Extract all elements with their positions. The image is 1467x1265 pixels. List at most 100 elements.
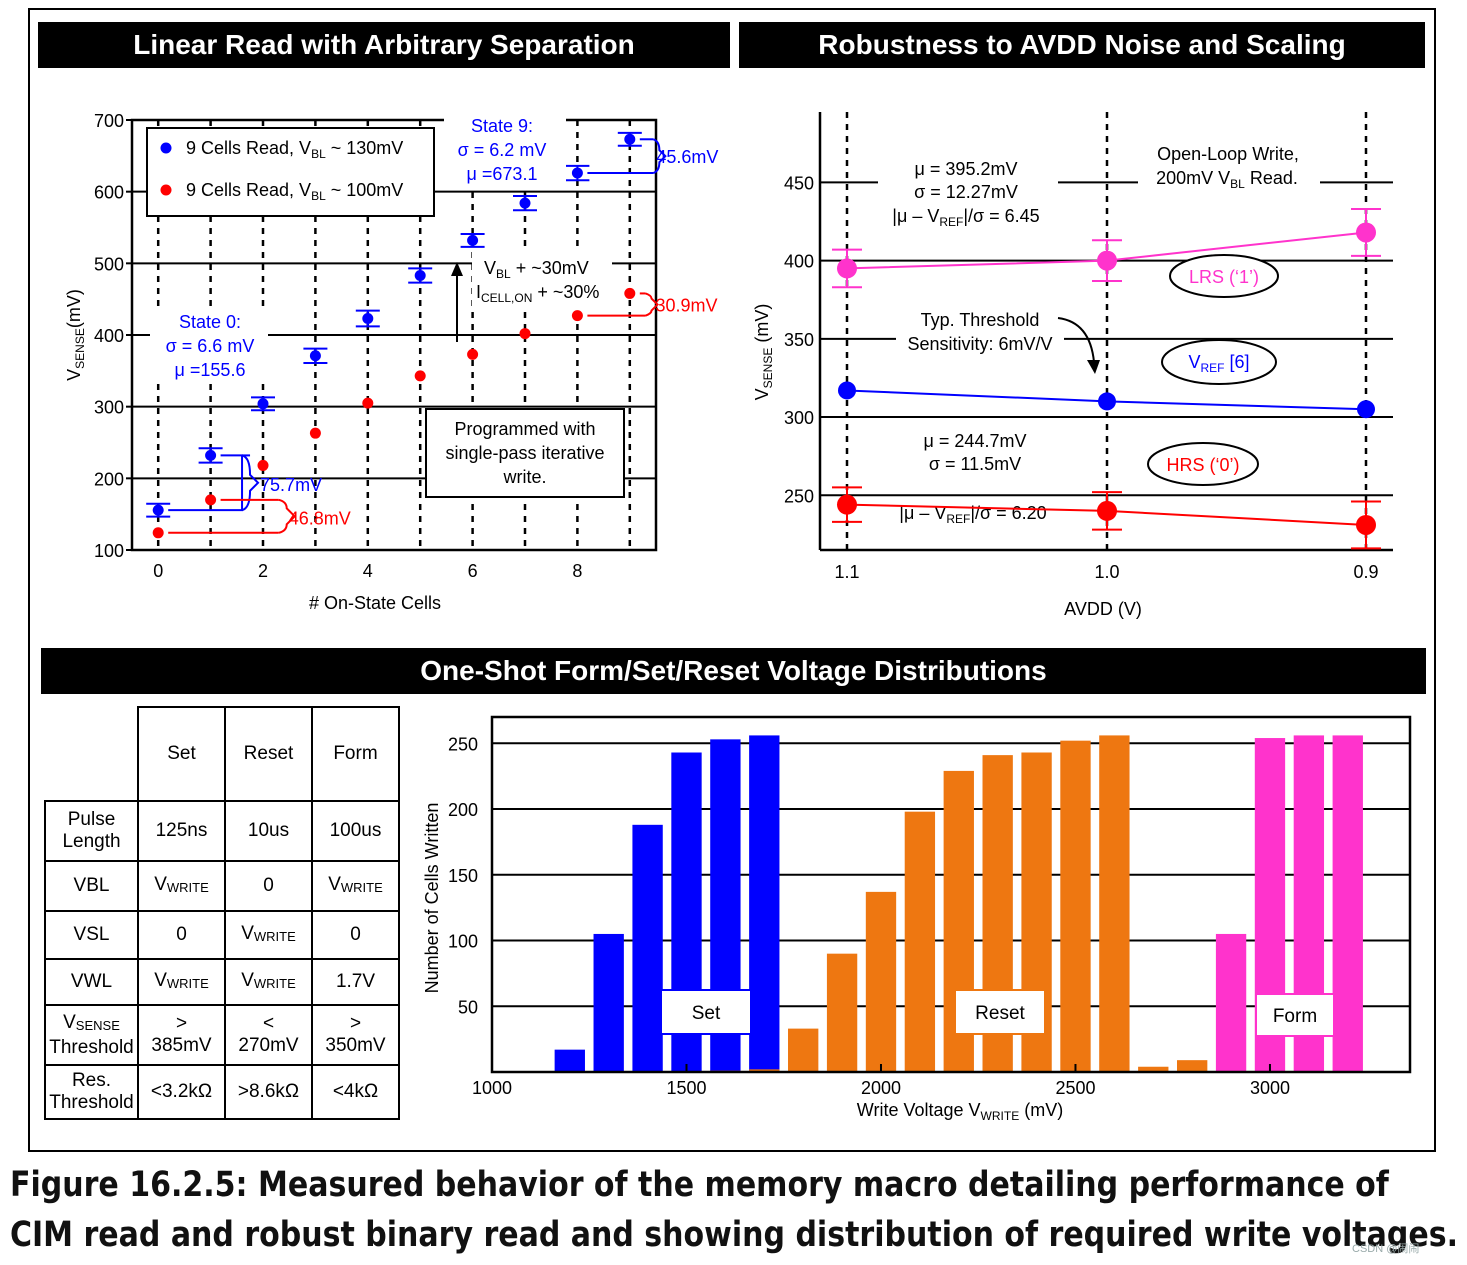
table-header: Form [311,706,400,802]
blue-point [571,167,583,179]
table-row-label: VSL [44,910,139,960]
lrs-stats-bg [878,150,1058,232]
y-tick-label: 300 [784,408,814,428]
legend-box [146,127,435,217]
threshold-arrowhead [1087,360,1100,374]
cell-value: 0 [176,924,187,945]
blue-point [152,504,164,516]
table-cell: VWRITE [137,860,226,912]
table-cell: 100us [311,800,400,862]
x-tick-label: 0 [153,561,163,581]
red-top-label: 30.9mV [656,296,718,316]
table-row-label: VSENSE Threshold [44,1004,139,1066]
table-cell: 0 [311,910,400,960]
state0-bg [150,310,268,382]
label-line: Res. [46,1070,137,1092]
state9-label: State 9: [471,116,533,136]
cell-subscript: WRITE [166,975,209,991]
threshold-bg [896,308,1064,358]
label-line: Threshold [46,1092,137,1114]
table-header-label: Set [167,743,196,764]
label-text: Res. [71,1070,112,1091]
x-tick-label: 1000 [472,1078,512,1098]
lrs-sigma: σ = 12.27mV [914,182,1018,202]
blue-top-brace [652,138,667,174]
table-row: VSL 0 VWRITE 0 [44,910,400,960]
x-tick-label: 0.9 [1353,562,1378,582]
label-sub: SENSE [75,1017,120,1033]
cell-op: > [175,1013,188,1034]
bar-set [554,1049,585,1072]
table-header-label: Reset [243,743,294,764]
reset-label: Reset [975,1003,1025,1024]
table-cell: 10us [224,800,313,862]
red-gap-label: 46.8mV [289,508,351,528]
y-tick-label: 200 [94,469,124,489]
threshold-line-2: Sensitivity: 6mV/V [907,334,1052,354]
x-axis-label: # On-State Cells [309,593,441,613]
table-cell: >350mV [311,1004,400,1066]
label-line: VSL [46,924,137,946]
vref-label-ellipse [1161,339,1277,385]
open-loop-bg [1138,138,1320,194]
label-line: Pulse [46,809,137,831]
label-line: Threshold [46,1037,137,1059]
red-point [362,397,374,409]
y-axis-label: VSENSE(mV) [64,289,87,381]
series-point-2 [837,494,857,515]
shift-vbl-label: VBL + ~30mV [484,258,589,281]
bar-reset [1138,1066,1169,1072]
table-row-label: VBL [44,860,139,912]
cell-line: 270mV [226,1035,311,1057]
x-tick-label: 8 [572,561,582,581]
series-point-1 [1357,400,1375,419]
label-line: VSENSE [46,1012,137,1037]
series-point-1 [1098,392,1116,411]
x-tick-label: 4 [363,561,373,581]
cell-op: > [349,1013,362,1034]
oneshot-title: One-Shot Form/Set/Reset Voltage Distribu… [41,648,1426,694]
cell-value: V [154,873,167,895]
series-point-2 [1097,500,1117,521]
y-axis-label: Number of Cells Written [422,803,442,994]
state9-mu: μ =673.1 [467,164,538,184]
x-tick-label: 1.1 [834,562,859,582]
x-axis-label: Write Voltage VWRITE (mV) [857,1100,1063,1123]
y-tick-label: 250 [784,486,814,506]
hrs-label: HRS (‘0’) [1166,455,1239,475]
label-text: Threshold [49,1092,134,1113]
threshold-line-1: Typ. Threshold [921,310,1040,330]
red-top-brace [645,292,659,317]
table-row: VBL VWRITE 0 VWRITE [44,860,400,912]
bar-reset [749,1069,780,1072]
blue-point [414,270,426,282]
red-point [309,427,321,439]
table-cell: 0 [224,860,313,912]
y-tick-label: 250 [448,734,478,754]
table-cell: VWRITE [224,958,313,1006]
cell-value: V [154,969,167,991]
program-note-line: single-pass iterative [445,443,604,463]
cell-line: > [139,1013,224,1035]
blue-point [519,197,531,209]
table-cell: 1.7V [311,958,400,1006]
y-tick-label: 300 [94,398,124,418]
program-note-line: write. [502,467,546,487]
blue-point [257,398,269,410]
red-point [414,370,426,382]
cell-value: <4kΩ [332,1081,379,1102]
blue-gap-brace [241,454,260,512]
blue-gap-bracket [168,454,244,512]
cell-value: 1.7V [335,971,376,992]
hrs-stats-bg [880,428,1060,478]
cell-value: 125ns [155,820,208,841]
bar-set [593,933,624,1072]
y-tick-label: 50 [458,997,478,1017]
vref-label: VREF [6] [1188,352,1249,375]
y-axis-label: VSENSE (mV) [752,304,775,401]
label-text: VWL [70,971,113,992]
hrs-ratio: |μ – VREF|/σ = 6.20 [899,503,1046,526]
red-point [624,287,636,299]
red-point [257,459,269,471]
